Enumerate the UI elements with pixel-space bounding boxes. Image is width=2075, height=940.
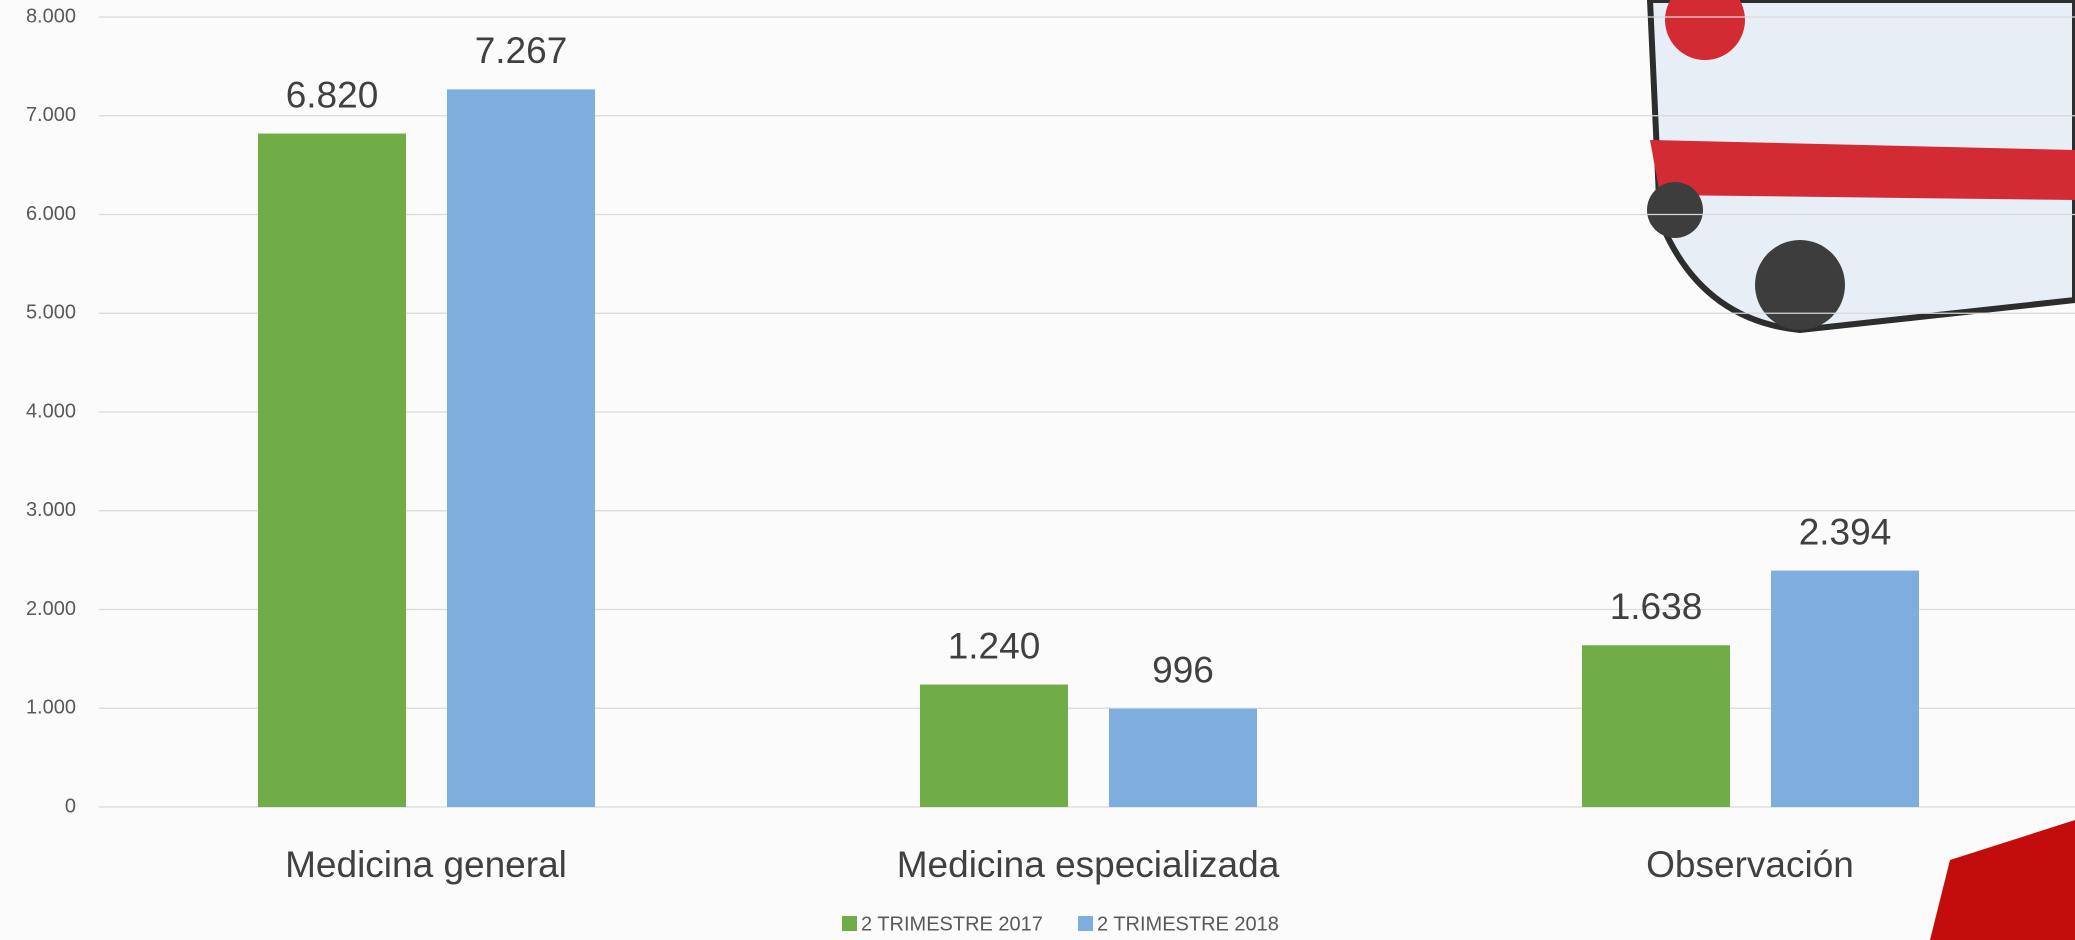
y-tick-label: 0: [65, 795, 76, 817]
x-tick-label: Medicina especializada: [897, 844, 1280, 885]
value-label: 996: [1152, 649, 1214, 690]
y-tick-label: 5.000: [26, 302, 76, 324]
y-tick-label: 3.000: [26, 499, 76, 521]
y-tick-label: 8.000: [26, 5, 76, 27]
ambulance-decoration: [1646, 0, 2075, 940]
bar: [447, 89, 595, 808]
x-tick-label: Medicina general: [285, 844, 567, 885]
y-tick-label: 6.000: [26, 203, 76, 225]
legend-swatch: [842, 916, 857, 931]
bar: [920, 684, 1068, 807]
bar: [1771, 570, 1919, 807]
legend-label: 2 TRIMESTRE 2018: [1097, 913, 1279, 935]
y-tick-label: 7.000: [26, 104, 76, 126]
y-tick-label: 4.000: [26, 400, 76, 422]
value-label: 6.820: [286, 74, 379, 115]
y-tick-label: 2.000: [26, 598, 76, 620]
bar: [1109, 708, 1257, 807]
value-label: 1.240: [948, 625, 1041, 666]
value-label: 7.267: [475, 30, 568, 71]
bar: [1582, 645, 1730, 807]
y-tick-label: 1.000: [26, 697, 76, 719]
legend-swatch: [1078, 916, 1093, 931]
value-label: 1.638: [1610, 586, 1703, 627]
x-tick-label: Observación: [1646, 844, 1854, 885]
value-label: 2.394: [1799, 511, 1892, 552]
bar: [258, 133, 406, 807]
legend-label: 2 TRIMESTRE 2017: [861, 913, 1043, 935]
